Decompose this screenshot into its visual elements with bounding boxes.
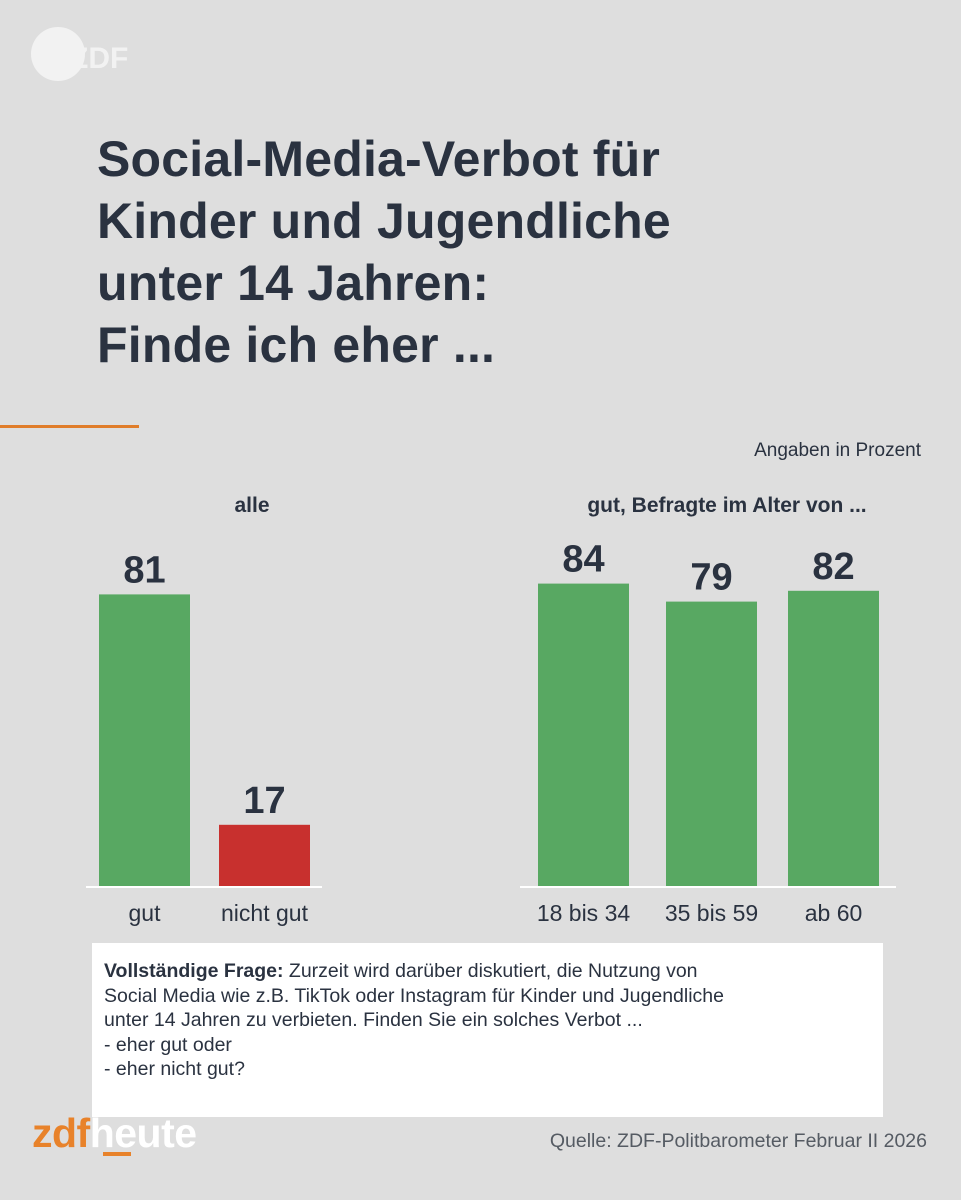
title-line: Kinder und Jugendliche (97, 193, 671, 249)
zdf-logo: ZDF (31, 27, 128, 81)
title-line: Social-Media-Verbot für (97, 131, 661, 187)
zdfheute-logo: zdfheute (32, 1110, 197, 1166)
category-label-1-2: ab 60 (805, 900, 863, 926)
title-line: Finde ich eher ... (97, 317, 496, 373)
page-title: Social-Media-Verbot für Kinder und Jugen… (97, 128, 917, 376)
category-label-0-0: gut (129, 900, 162, 926)
brand-underline (103, 1152, 131, 1156)
bar-1-0 (538, 583, 629, 886)
data-label-1-0: 84 (562, 539, 604, 581)
title-line: unter 14 Jahren: (97, 255, 490, 311)
category-label-0-1: nicht gut (221, 900, 309, 926)
chart-subtitle-all: alle (234, 494, 270, 517)
question-text: Zurzeit wird darüber diskutiert, die Nut… (288, 960, 698, 982)
category-label-1-1: 35 bis 59 (665, 900, 758, 926)
source-note: Quelle: ZDF-Politbarometer Februar II 20… (549, 1130, 927, 1152)
question-text: unter 14 Jahren zu verbieten. Finden Sie… (104, 1009, 643, 1031)
bar-0-1 (219, 824, 310, 886)
unit-note: Angaben in Prozent (754, 440, 921, 461)
data-label-0-0: 81 (123, 549, 165, 591)
data-label-1-2: 82 (812, 546, 854, 588)
brand-heute: heute (89, 1110, 197, 1156)
brand-zdf: zdf (32, 1110, 90, 1156)
question-text: Social Media wie z.B. TikTok oder Instag… (104, 984, 724, 1007)
accent-divider (0, 425, 139, 428)
data-label-1-1: 79 (690, 557, 732, 599)
bar-0-0 (99, 594, 190, 886)
answer-option: - eher nicht gut? (104, 1058, 245, 1080)
question-label: Vollständige Frage: (104, 960, 284, 982)
bar-1-2 (788, 590, 879, 886)
chart-subtitle-age: gut, Befragte im Alter von ... (587, 494, 867, 517)
category-label-1-0: 18 bis 34 (537, 900, 631, 926)
full-question-box: Vollständige Frage: Zurzeit wird darüber… (92, 943, 883, 1117)
answer-option: - eher gut oder (104, 1033, 232, 1056)
bar-1-1 (666, 601, 757, 886)
data-label-0-1: 17 (243, 780, 285, 822)
zdf-logo-text: ZDF (70, 42, 128, 75)
